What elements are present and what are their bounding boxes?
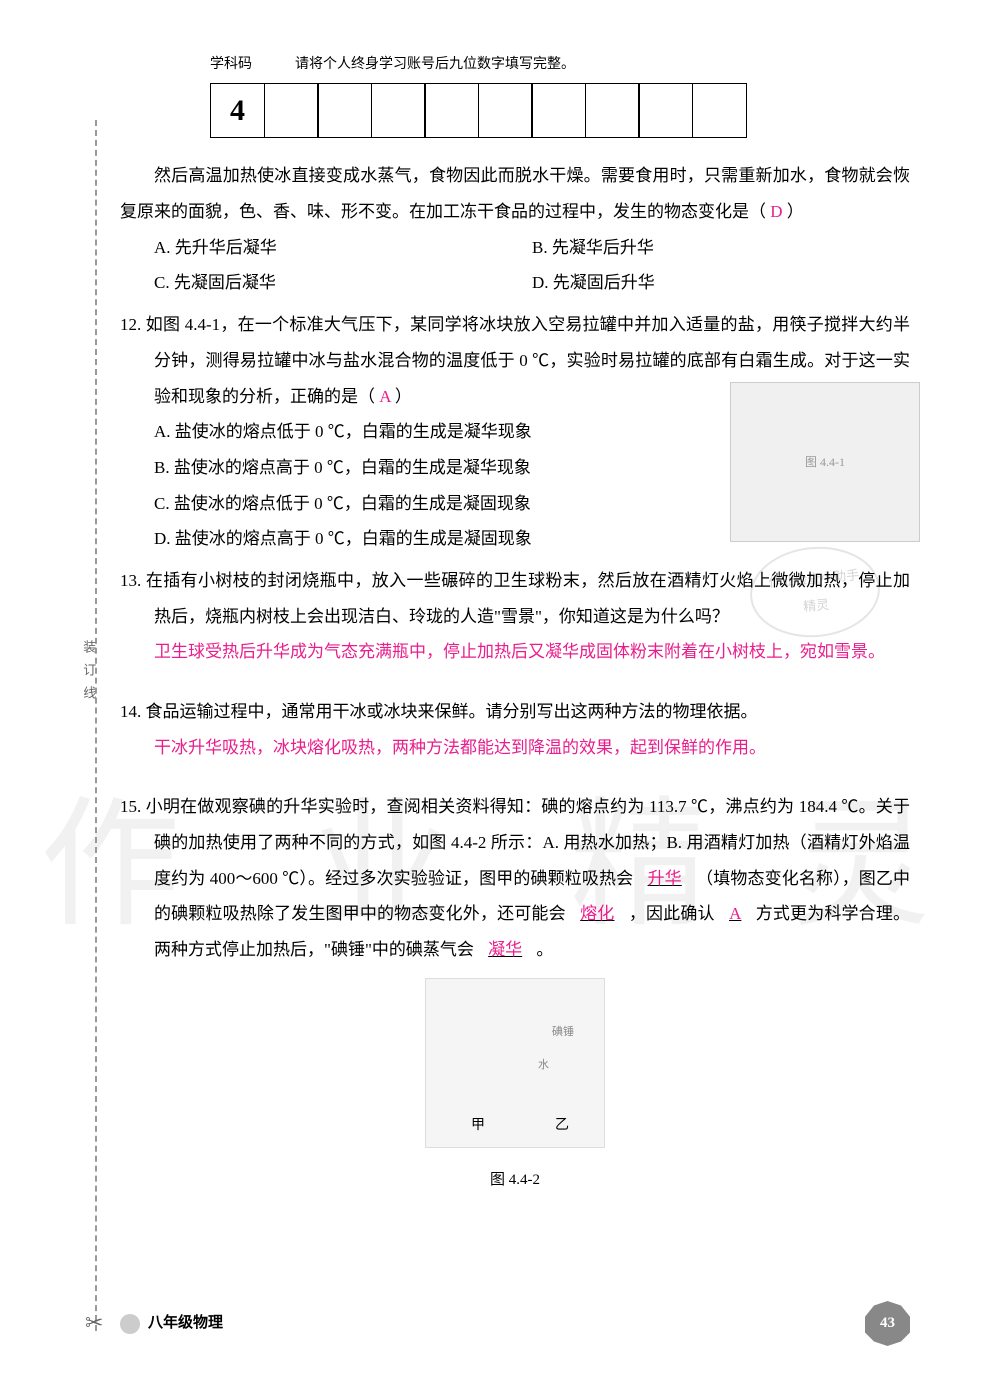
q15-text3: ，因此确认 — [629, 904, 715, 923]
code-box-6[interactable] — [531, 83, 586, 138]
q11-close: ） — [787, 202, 804, 221]
question-12: 12. 如图 4.4-1，在一个标准大气压下，某同学将冰块放入空易拉罐中并加入适… — [120, 307, 910, 557]
q12-option-c: C. 盐使冰的熔点低于 0 ℃，白霜的生成是凝固现象 — [120, 486, 650, 522]
code-box-7[interactable] — [585, 83, 640, 138]
q14-answer: 干冰升华吸热，冰块熔化吸热，两种方法都能达到降温的效果，起到保鲜的作用。 — [120, 730, 910, 766]
page-number-badge: 43 — [865, 1301, 910, 1346]
q15-blank2: 熔化 — [570, 904, 624, 923]
code-box-3[interactable] — [371, 83, 426, 138]
q12-answer: A — [379, 387, 390, 406]
binding-label: 装订线 — [75, 640, 102, 709]
figure-4-4-2-container: 碘锤 水 甲 乙 图 4.4-2 — [120, 978, 910, 1196]
q12-option-d: D. 盐使冰的熔点高于 0 ℃，白霜的生成是凝固现象 — [120, 521, 650, 557]
q14-number: 14. — [120, 702, 146, 721]
fig-label-jia: 甲 — [471, 1111, 485, 1140]
q12-close: ） — [395, 387, 412, 406]
q15-blank1: 升华 — [638, 869, 692, 888]
fig-label-water: 水 — [538, 1054, 549, 1077]
q11-option-d: D. 先凝固后升华 — [532, 265, 910, 301]
fig-label-yi: 乙 — [555, 1111, 569, 1140]
question-15: 15. 小明在做观察碘的升华实验时，查阅相关资料得知：碘的熔点约为 113.7 … — [120, 789, 910, 1196]
fig-label-hammer: 碘锤 — [552, 1021, 574, 1044]
question-13: 13. 在插有小树枝的封闭烧瓶中，放入一些碾碎的卫生球粉末，然后放在酒精灯火焰上… — [120, 563, 910, 670]
code-box-2[interactable] — [317, 83, 372, 138]
figure-4-4-2: 碘锤 水 甲 乙 — [425, 978, 605, 1148]
code-box-1[interactable] — [264, 83, 319, 138]
q15-number: 15. — [120, 797, 146, 816]
code-box-0: 4 — [210, 83, 265, 138]
q13-answer: 卫生球受热后升华成为气态充满瓶中，停止加热后又凝华成固体粉末附着在小树枝上，宛如… — [120, 634, 910, 670]
q11-option-a: A. 先升华后凝华 — [154, 230, 532, 266]
code-box-9[interactable] — [692, 83, 747, 138]
figure-4-4-1: 图 4.4-1 — [730, 382, 920, 542]
header: 学科码 请将个人终身学习账号后九位数字填写完整。 4 — [210, 50, 910, 138]
code-box-8[interactable] — [638, 83, 693, 138]
footer-subject: 八年级物理 — [148, 1308, 223, 1340]
code-boxes: 4 — [210, 83, 910, 138]
figure-4-4-1-label: 图 4.4-1 — [805, 450, 845, 475]
q11-option-c: C. 先凝固后凝华 — [154, 265, 532, 301]
q12-option-b: B. 盐使冰的熔点高于 0 ℃，白霜的生成是凝华现象 — [120, 450, 650, 486]
q13-text: 在插有小树枝的封闭烧瓶中，放入一些碾碎的卫生球粉末，然后放在酒精灯火焰上微微加热… — [146, 571, 910, 626]
question-14: 14. 食品运输过程中，通常用干冰或冰块来保鲜。请分别写出这两种方法的物理依据。… — [120, 694, 910, 765]
q12-option-a: A. 盐使冰的熔点低于 0 ℃，白霜的生成是凝华现象 — [120, 414, 650, 450]
q15-blank4: 凝华 — [478, 940, 532, 959]
footer-star-icon — [120, 1314, 140, 1334]
scissor-icon: ✂ — [85, 1300, 103, 1346]
binding-dashed-line — [95, 120, 97, 1331]
figure-4-4-2-caption: 图 4.4-2 — [120, 1165, 910, 1197]
header-label-subject-code: 学科码 — [210, 50, 265, 79]
q11-answer: D — [770, 202, 782, 221]
q15-blank3: A — [719, 904, 751, 923]
header-label-instruction: 请将个人终身学习账号后九位数字填写完整。 — [295, 50, 575, 79]
q13-number: 13. — [120, 571, 146, 590]
code-box-4[interactable] — [424, 83, 479, 138]
q12-number: 12. — [120, 315, 146, 334]
code-box-5[interactable] — [478, 83, 533, 138]
q11-option-b: B. 先凝华后升华 — [532, 230, 910, 266]
question-11-continuation: 然后高温加热使冰直接变成水蒸气，食物因此而脱水干燥。需要食用时，只需重新加水，食… — [120, 158, 910, 301]
q15-text5: 。 — [536, 940, 553, 959]
page-number: 43 — [880, 1308, 895, 1340]
footer: 八年级物理 43 — [120, 1301, 910, 1346]
q14-text: 食品运输过程中，通常用干冰或冰块来保鲜。请分别写出这两种方法的物理依据。 — [146, 702, 758, 721]
